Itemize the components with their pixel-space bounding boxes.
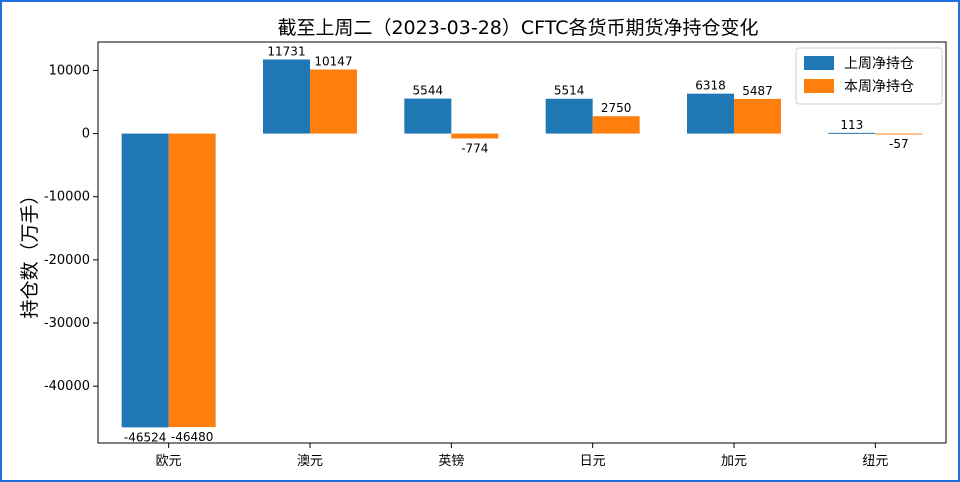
data-label: -46480 <box>171 430 214 444</box>
bar-last-week <box>828 132 876 134</box>
data-label: 2750 <box>601 101 632 115</box>
bar-this-week <box>168 133 216 428</box>
chart-title: 截至上周二（2023-03-28）CFTC各货币期货净持仓变化 <box>277 17 758 39</box>
y-tick-label: -40000 <box>44 379 90 394</box>
x-tick-label: 英镑 <box>438 453 464 469</box>
legend-swatch <box>804 56 834 70</box>
y-axis-label: 持仓数（万手） <box>19 185 41 318</box>
x-tick-label: 澳元 <box>297 453 323 469</box>
x-tick-label: 加元 <box>721 454 747 469</box>
data-label: 11731 <box>267 44 305 58</box>
data-label: 5544 <box>413 84 444 98</box>
x-tick-label: 欧元 <box>156 454 182 469</box>
legend-label: 上周净持仓 <box>844 56 914 72</box>
legend-label: 本周净持仓 <box>844 79 914 95</box>
plot-area: 10000 0 -10000 -20000 -30000 -40000 欧元 -46524 -4… <box>44 41 947 469</box>
data-label: 5514 <box>554 84 585 98</box>
axes-frame <box>97 41 947 444</box>
bar-this-week <box>734 98 781 134</box>
x-tick-label: 纽元 <box>862 454 888 469</box>
bar-last-week <box>545 98 593 134</box>
bar-last-week <box>404 98 452 134</box>
y-tick-label: -20000 <box>44 253 90 268</box>
bar-this-week <box>592 116 640 134</box>
y-tick-label: -30000 <box>44 316 90 331</box>
bar-last-week <box>263 59 310 134</box>
data-label: 113 <box>840 118 863 132</box>
data-label: -46524 <box>124 430 167 444</box>
y-tick-label: 0 <box>82 127 90 142</box>
bar-this-week <box>310 69 357 134</box>
y-tick-label: -10000 <box>44 190 90 205</box>
data-label: -774 <box>461 141 488 155</box>
y-tick-label: 10000 <box>49 63 90 78</box>
bar-last-week <box>687 93 734 134</box>
bar-last-week <box>121 133 169 428</box>
data-label: 10147 <box>314 54 352 68</box>
data-label: 5487 <box>742 84 773 98</box>
x-tick-label: 日元 <box>580 454 606 469</box>
bar-this-week <box>451 133 499 139</box>
data-label: -57 <box>889 137 909 151</box>
data-label: 6318 <box>695 79 726 93</box>
bar-this-week <box>875 133 923 135</box>
legend-swatch <box>804 79 834 93</box>
